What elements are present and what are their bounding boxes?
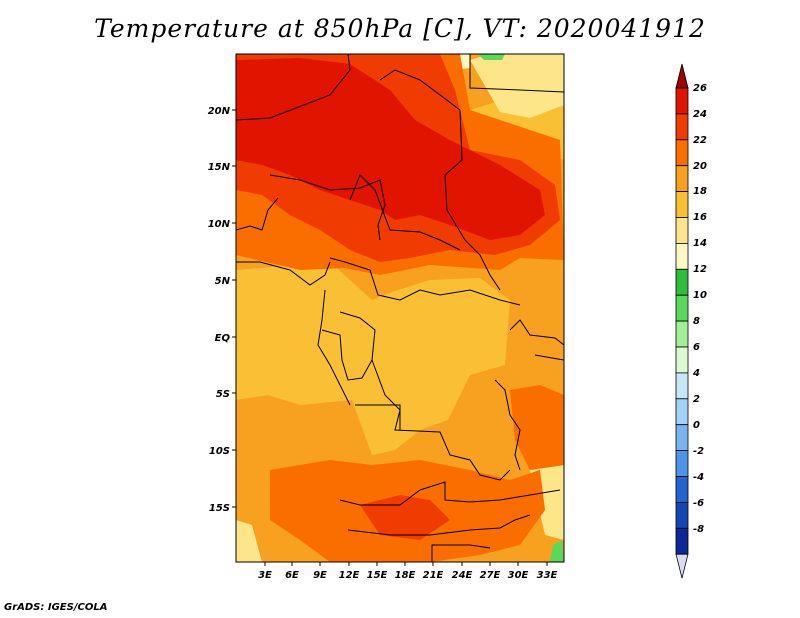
colorbar-label: 10 xyxy=(693,290,707,301)
colorbar-label: 18 xyxy=(693,186,707,197)
map-frame xyxy=(235,53,565,563)
colorbar-label: -2 xyxy=(693,446,704,457)
colorbar-label: -8 xyxy=(693,524,704,535)
colorbar-top-arrow xyxy=(675,63,689,89)
colorbar-segment xyxy=(675,527,689,555)
field-region-green-north xyxy=(478,54,505,60)
longitude-labels: 3E 6E 9E 12E 15E 18E 21E 24E 27E 30E 33E xyxy=(258,570,557,581)
lon-label: 3E xyxy=(258,570,272,581)
field-region-green-south xyxy=(550,540,564,562)
latitude-labels: 20N 15N 10N 5N EQ 5S 10S 15S xyxy=(208,106,231,514)
boundary-line xyxy=(355,404,401,430)
colorbar-segment xyxy=(675,320,689,348)
colorbar-label: 16 xyxy=(693,212,707,223)
colorbar-segment xyxy=(675,450,689,477)
coastline xyxy=(317,289,351,406)
colorbar-label: 4 xyxy=(692,368,700,379)
boundary-line xyxy=(339,481,561,506)
colorbar-label: 24 xyxy=(693,109,707,120)
colorbar-label: -6 xyxy=(693,498,704,509)
boundary-line xyxy=(379,69,501,291)
field-region-20-22-se xyxy=(510,385,564,470)
boundary-line xyxy=(494,379,521,471)
colorbar-segment xyxy=(675,372,689,400)
coastline xyxy=(236,261,331,286)
lat-label: 10N xyxy=(208,219,231,230)
colorbar-label: 0 xyxy=(693,420,700,431)
lon-label: 12E xyxy=(339,570,360,581)
field-region-22-24-south xyxy=(360,495,450,540)
lon-label: 15E xyxy=(367,570,388,581)
lat-label: 10S xyxy=(209,446,230,457)
colorbar-segment xyxy=(675,424,689,452)
colorbar-segment xyxy=(675,268,689,296)
colorbar-label: 14 xyxy=(693,238,707,249)
colorbar xyxy=(675,63,689,579)
colorbar-segment xyxy=(675,139,689,167)
lon-label: 30E xyxy=(508,570,529,581)
lat-label: 5N xyxy=(215,276,231,287)
lat-label: EQ xyxy=(215,333,231,344)
boundary-line xyxy=(431,544,491,562)
lat-label: 15N xyxy=(208,162,231,173)
lat-label: 15S xyxy=(209,503,230,514)
field-region-24-26 xyxy=(236,58,545,240)
lon-label: 33E xyxy=(537,570,558,581)
colorbar-segment xyxy=(675,501,689,529)
colorbar-segment xyxy=(675,398,689,426)
colorbar-label: 2 xyxy=(693,394,700,405)
country-boundaries xyxy=(236,54,564,562)
colorbar-label: 8 xyxy=(693,316,700,327)
boundary-line xyxy=(469,54,564,93)
lon-label: 21E xyxy=(423,570,444,581)
lon-label: 9E xyxy=(313,570,327,581)
colorbar-labels: 26 24 22 20 18 16 14 12 10 8 6 4 2 0 -2 … xyxy=(692,83,707,535)
colorbar-segment xyxy=(675,113,689,141)
lat-label: 5S xyxy=(216,389,230,400)
field-region-14-16 xyxy=(470,54,564,118)
colorbar-label: 12 xyxy=(693,264,707,275)
temperature-field xyxy=(236,54,564,562)
map-title: Temperature at 850hPa [C], VT: 202004191… xyxy=(94,14,706,43)
axis-ticks xyxy=(232,109,548,566)
colorbar-segment xyxy=(675,191,689,218)
colorbar-segment xyxy=(675,87,689,115)
boundary-line xyxy=(349,174,461,251)
boundary-line xyxy=(509,319,564,346)
lon-label: 27E xyxy=(480,570,501,581)
colorbar-segment xyxy=(675,165,689,192)
boundary-line xyxy=(236,54,351,121)
colorbar-label: 22 xyxy=(693,135,707,146)
boundary-line xyxy=(347,514,531,536)
field-region-14-16-south xyxy=(236,520,262,562)
lon-label: 18E xyxy=(395,570,416,581)
boundary-line xyxy=(371,359,511,481)
colorbar-segment xyxy=(675,242,689,270)
colorbar-label: 20 xyxy=(693,161,707,172)
colorbar-segment xyxy=(675,346,689,374)
colorbar-segment xyxy=(675,476,689,503)
lon-label: 6E xyxy=(285,570,299,581)
boundary-line xyxy=(329,257,521,306)
lat-label: 20N xyxy=(208,106,231,117)
boundary-line xyxy=(236,197,279,231)
boundary-line xyxy=(534,354,564,361)
boundary-line xyxy=(269,174,386,241)
colorbar-segment xyxy=(675,217,689,244)
colorbar-bottom-arrow xyxy=(675,553,689,579)
field-region-16-18 xyxy=(236,262,510,455)
colorbar-label: 26 xyxy=(693,83,707,94)
colorbar-label: -4 xyxy=(693,472,704,483)
colorbar-label: 6 xyxy=(693,342,700,353)
boundary-line xyxy=(321,311,376,381)
lon-label: 24E xyxy=(452,570,473,581)
colorbar-segment xyxy=(675,294,689,322)
grads-credit: GrADS: IGES/COLA xyxy=(4,602,108,613)
